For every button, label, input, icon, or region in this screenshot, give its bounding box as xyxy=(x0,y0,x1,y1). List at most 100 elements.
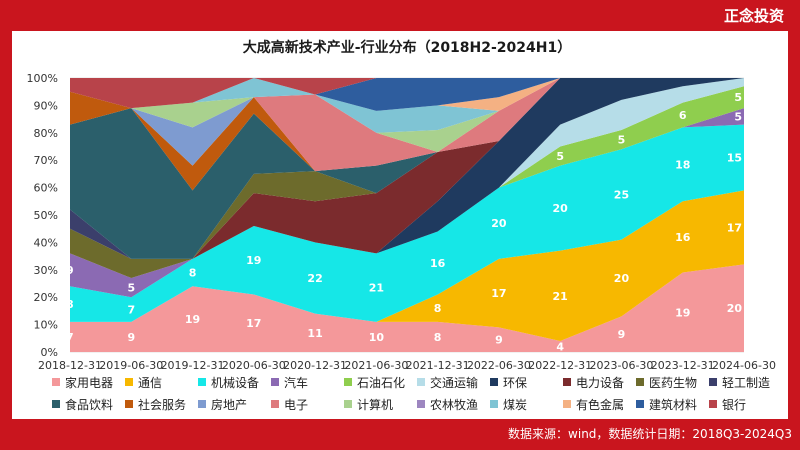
x-tick-label: 2020-12-31 xyxy=(283,359,347,372)
legend-label: 交通运输 xyxy=(430,375,478,390)
legend-label: 机械设备 xyxy=(211,375,259,390)
data-label: 16 xyxy=(675,231,691,244)
legend-swatch xyxy=(344,378,352,386)
area-series-6 xyxy=(70,78,744,279)
data-label: 10 xyxy=(369,331,385,344)
legend-swatch xyxy=(709,400,717,408)
legend-swatch xyxy=(125,378,133,386)
data-label: 9 xyxy=(495,334,503,347)
legend-swatch xyxy=(709,378,717,386)
area-series-14 xyxy=(70,78,744,152)
legend-label: 环保 xyxy=(503,376,527,390)
y-tick-label: 70% xyxy=(34,154,58,167)
area-series-3 xyxy=(70,108,744,298)
data-source-note: 数据来源：wind，数据统计日期：2018Q3-2024Q3 xyxy=(508,427,792,441)
data-label: 22 xyxy=(307,272,322,285)
area-series-19 xyxy=(70,78,744,109)
area-series-18 xyxy=(70,78,744,111)
data-label: 9 xyxy=(66,264,74,277)
data-label: 18 xyxy=(675,158,690,171)
x-tick-label: 2018-12-31 xyxy=(38,359,102,372)
data-label: 17 xyxy=(491,287,506,300)
area-series-10 xyxy=(70,78,744,259)
area-series-12 xyxy=(70,78,744,172)
legend-label: 有色金属 xyxy=(576,397,624,412)
legend-label: 银行 xyxy=(722,398,746,412)
legend-swatch xyxy=(563,400,571,408)
y-tick-label: 50% xyxy=(34,209,58,222)
data-label: 20 xyxy=(727,302,743,315)
legend-swatch xyxy=(52,378,60,386)
area-series-7 xyxy=(70,78,744,279)
data-label: 5 xyxy=(734,110,742,123)
x-tick-label: 2022-12-31 xyxy=(528,359,592,372)
legend-swatch xyxy=(271,378,279,386)
data-label: 8 xyxy=(434,331,442,344)
legend-swatch xyxy=(198,400,206,408)
data-label: 21 xyxy=(369,282,384,295)
legend-label: 医药生物 xyxy=(649,376,697,390)
y-tick-label: 20% xyxy=(34,291,58,304)
data-label: 16 xyxy=(430,257,446,270)
legend-label: 煤炭 xyxy=(503,398,527,412)
x-tick-label: 2021-06-30 xyxy=(344,359,408,372)
legend-swatch xyxy=(563,378,571,386)
area-series-1 xyxy=(70,190,744,342)
data-label: 20 xyxy=(491,217,507,230)
data-label: 17 xyxy=(246,317,261,330)
x-tick-label: 2019-12-31 xyxy=(161,359,225,372)
legend-label: 建筑材料 xyxy=(649,397,697,412)
data-label: 5 xyxy=(556,150,564,163)
legend-label: 农林牧渔 xyxy=(430,398,478,412)
legend-swatch xyxy=(490,400,498,408)
legend-swatch xyxy=(125,400,133,408)
legend-label: 食品饮料 xyxy=(65,397,113,412)
y-tick-label: 60% xyxy=(34,182,58,195)
data-label: 15 xyxy=(727,151,742,164)
legend-label: 汽车 xyxy=(284,375,308,390)
area-series-5 xyxy=(70,78,744,279)
area-series-16 xyxy=(70,78,744,133)
legend-label: 轻工制造 xyxy=(722,376,770,390)
x-tick-label: 2023-06-30 xyxy=(589,359,653,372)
data-label: 25 xyxy=(614,188,629,201)
legend-swatch xyxy=(636,400,644,408)
x-tick-label: 2022-06-30 xyxy=(467,359,531,372)
data-label: 17 xyxy=(727,221,742,234)
y-tick-label: 30% xyxy=(34,264,58,277)
area-series-0 xyxy=(70,264,744,352)
data-label: 8 xyxy=(66,298,74,311)
data-label: 20 xyxy=(614,272,630,285)
legend-swatch xyxy=(636,378,644,386)
x-tick-label: 2024-06-30 xyxy=(712,359,776,372)
y-tick-label: 0% xyxy=(41,346,58,359)
chart-card: 大成高新技术产业-行业分布（2018H2-2024H1） 0% 10% 20% 30% 4… xyxy=(12,31,788,419)
legend-swatch xyxy=(417,378,425,386)
data-label: 19 xyxy=(185,313,200,326)
x-tick-label: 2023-12-31 xyxy=(651,359,715,372)
x-tick-label: 2021-12-31 xyxy=(406,359,470,372)
legend-swatch xyxy=(490,378,498,386)
y-tick-label: 100% xyxy=(27,72,58,85)
data-label: 5 xyxy=(127,282,135,295)
data-label: 8 xyxy=(434,302,442,315)
chart-title: 大成高新技术产业-行业分布（2018H2-2024H1） xyxy=(243,39,571,56)
y-tick-label: 80% xyxy=(34,127,58,140)
legend-label: 房地产 xyxy=(211,397,247,412)
legend-swatch xyxy=(198,378,206,386)
legend-swatch xyxy=(417,400,425,408)
legend-label: 家用电器 xyxy=(65,375,113,390)
stacked-area-chart: 大成高新技术产业-行业分布（2018H2-2024H1） 0% 10% 20% 30% 4… xyxy=(27,39,776,412)
legend-label: 社会服务 xyxy=(138,397,186,412)
data-label: 9 xyxy=(127,331,135,344)
y-tick-label: 90% xyxy=(34,99,58,112)
legend-label: 通信 xyxy=(138,376,162,390)
data-label: 6 xyxy=(679,109,687,122)
data-label: 5 xyxy=(734,91,742,104)
data-label: 7 xyxy=(66,331,74,344)
legend-swatch xyxy=(52,400,60,408)
data-label: 5 xyxy=(618,134,626,147)
y-tick-label: 40% xyxy=(34,236,58,249)
legend-swatch xyxy=(344,400,352,408)
